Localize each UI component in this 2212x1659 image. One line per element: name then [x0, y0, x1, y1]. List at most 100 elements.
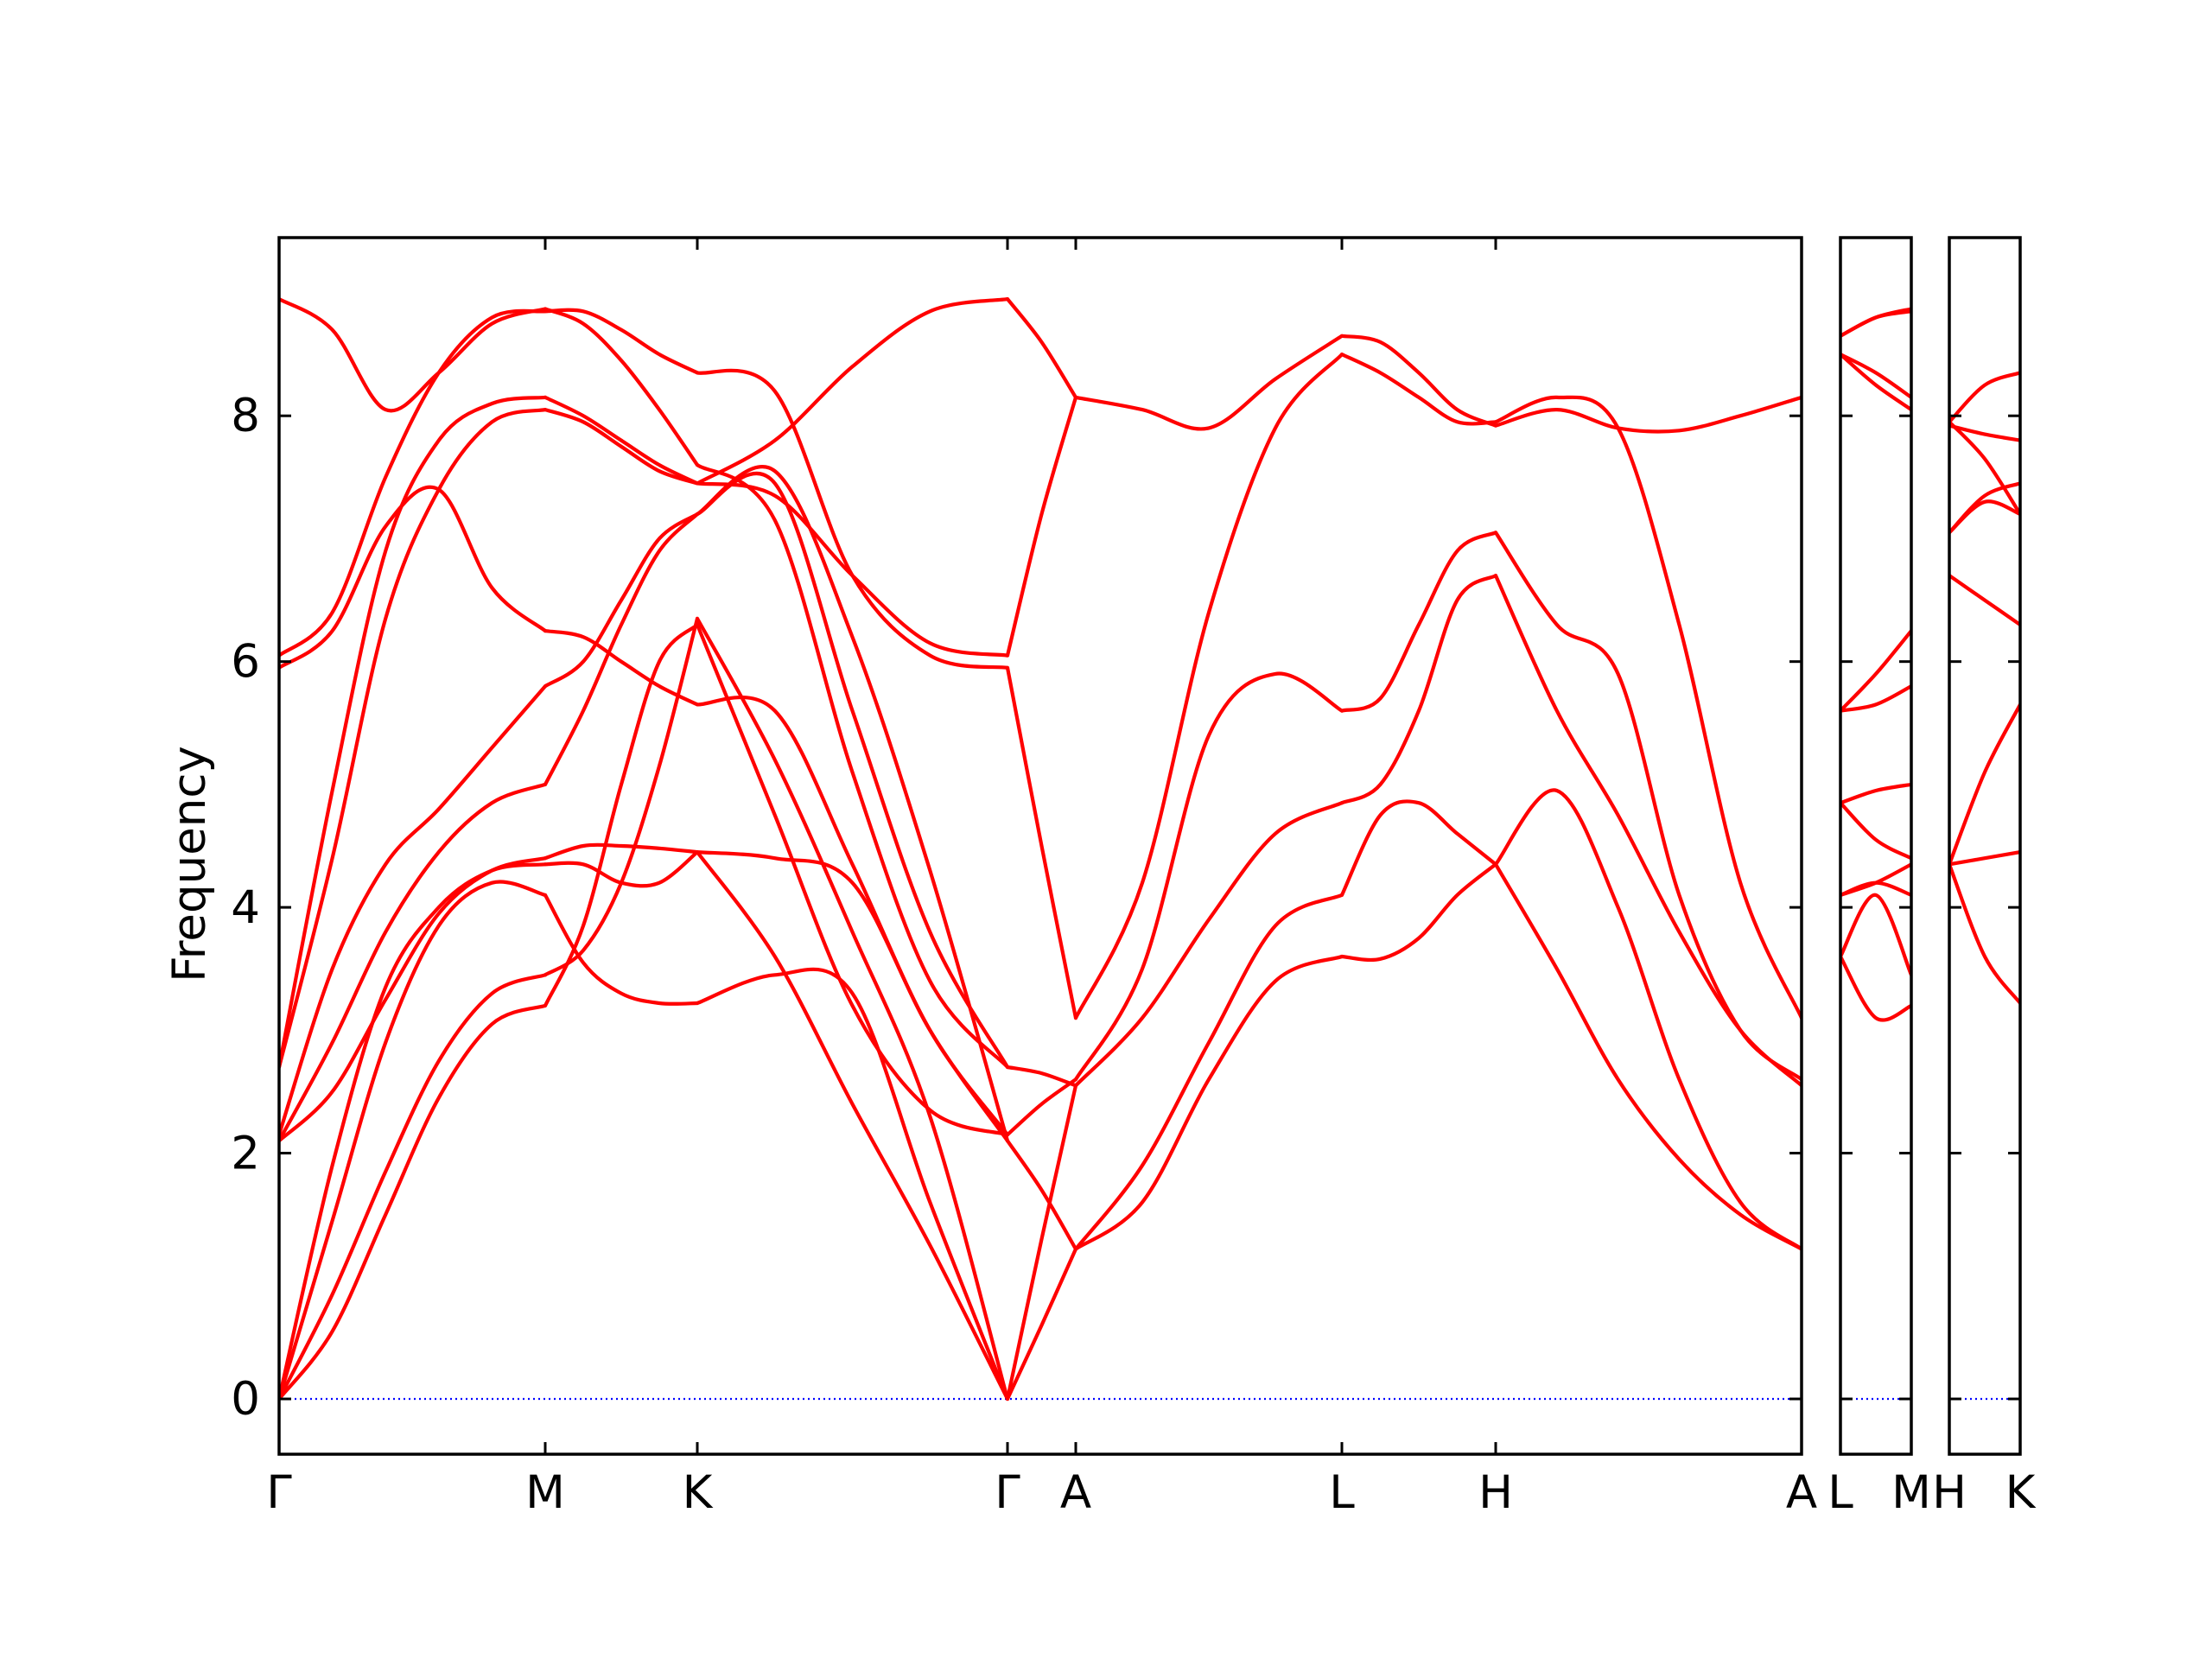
- band-line-L-M-9: [1840, 353, 1911, 412]
- band-line-M-K-12: [543, 307, 700, 467]
- x-tick-label: L: [1329, 1466, 1355, 1519]
- y-tick-label: 8: [231, 390, 260, 442]
- band-line-Γ-A-7: [1005, 395, 1078, 658]
- band-line-L-M-12: [1840, 307, 1911, 338]
- band-line-Γ-A-4: [1005, 1077, 1078, 1137]
- band-line-L-M-2: [1840, 893, 1911, 977]
- band-line-M-K-3: [543, 893, 700, 1006]
- band-line-Γ-M-10: [279, 485, 548, 670]
- band-line-H-K-6: [1949, 481, 2020, 535]
- band-line-H-K-3: [1949, 702, 2020, 867]
- x-tick-label: H: [1478, 1466, 1513, 1519]
- band-line-K-Γ-11: [695, 368, 1010, 670]
- band-line-Γ-A-1: [1005, 1247, 1078, 1402]
- band-line-L-H-5: [1339, 353, 1498, 426]
- band-line-A-L-6: [1073, 334, 1344, 431]
- band-line-H-A-1: [1493, 862, 1802, 1251]
- band-line-Γ-A-3: [1005, 1139, 1078, 1251]
- band-line-Γ-M-6: [279, 782, 548, 1143]
- band-line-H-A-3: [1493, 574, 1802, 1088]
- panel-frame: [277, 236, 1803, 1456]
- band-line-M-K-6: [543, 512, 700, 786]
- y-tick-label: 4: [231, 881, 260, 934]
- band-line-M-K-10: [543, 395, 700, 486]
- band-line-L-M-10: [1840, 353, 1911, 399]
- band-line-A-L-1: [1073, 954, 1344, 1251]
- band-line-Γ-A-6: [1005, 665, 1078, 1020]
- band-line-L-M-5: [1840, 801, 1911, 861]
- band-line-H-K-1: [1949, 862, 2020, 1006]
- band-line-M-K-1: [543, 622, 700, 1007]
- band-line-H-A-4: [1493, 531, 1802, 1082]
- band-line-L-H-2: [1339, 799, 1498, 897]
- band-line-L-M-1: [1840, 954, 1911, 1022]
- band-line-K-Γ-6: [695, 967, 1010, 1402]
- band-line-Γ-A-5: [1005, 1065, 1078, 1088]
- band-line-A-L-4: [1073, 671, 1344, 1082]
- band-line-Γ-M-11: [279, 308, 548, 658]
- band-line-Γ-M-5: [279, 856, 548, 1143]
- band-line-L-H-3: [1339, 574, 1498, 805]
- band-line-K-Γ-4: [695, 850, 1010, 1402]
- band-line-Γ-M-1: [279, 1003, 548, 1402]
- band-line-L-M-7: [1840, 684, 1911, 713]
- x-tick-label: H: [1932, 1466, 1967, 1519]
- band-line-K-Γ-3: [695, 695, 1010, 1137]
- band-line-K-Γ-8: [695, 471, 1010, 1070]
- band-line-H-K-8: [1949, 423, 2020, 442]
- band-line-H-K-4: [1949, 574, 2020, 627]
- band-curves: [279, 297, 1802, 1402]
- x-tick-label: K: [683, 1466, 714, 1519]
- band-line-A-L-2: [1073, 893, 1344, 1251]
- band-line-Γ-M-8: [279, 408, 548, 1070]
- band-line-K-Γ-10: [695, 481, 1010, 658]
- x-tick-label: M: [525, 1466, 565, 1519]
- panel-frame: [1839, 236, 1913, 1456]
- band-line-Γ-M-12: [279, 297, 548, 413]
- band-line-M-K-8: [543, 629, 700, 707]
- x-tick-label: Γ: [995, 1466, 1020, 1519]
- band-line-K-Γ-5: [695, 850, 1010, 1143]
- band-line-Γ-M-3: [279, 880, 548, 1402]
- band-line-M-K-4: [543, 850, 700, 888]
- band-line-M-K-7: [543, 512, 700, 689]
- band-line-M-K-9: [543, 408, 700, 486]
- band-line-K-Γ-12: [695, 297, 1010, 486]
- band-line-K-Γ-9: [695, 463, 1010, 1070]
- band-line-Γ-A-2: [1005, 1084, 1078, 1402]
- band-line-H-K-9: [1949, 371, 2020, 424]
- band-line-Γ-M-2: [279, 973, 548, 1402]
- band-curves: [1949, 371, 2020, 1401]
- y-tick-label: 0: [231, 1373, 260, 1426]
- band-curves: [1840, 307, 1911, 1401]
- band-line-L-H-4: [1339, 531, 1498, 713]
- y-axis-label: Frequency: [163, 746, 216, 982]
- x-tick-label: A: [1060, 1466, 1091, 1519]
- band-line-H-A-6: [1493, 395, 1802, 434]
- band-line-H-A-2: [1493, 788, 1802, 1251]
- band-line-Γ-A-8: [1005, 297, 1078, 399]
- band-line-K-Γ-1: [695, 616, 1010, 1402]
- band-line-M-K-2: [543, 616, 700, 977]
- band-line-L-H-6: [1339, 334, 1498, 428]
- band-line-H-K-2: [1949, 850, 2020, 867]
- x-tick-label: M: [1891, 1466, 1931, 1519]
- band-line-H-K-7: [1949, 420, 2020, 517]
- band-line-A-L-3: [1073, 801, 1344, 1088]
- band-line-Γ-M-9: [279, 395, 548, 1070]
- band-line-K-Γ-7: [695, 464, 1010, 1143]
- panel-frame: [1948, 236, 2022, 1456]
- y-tick-label: 6: [231, 636, 260, 689]
- x-tick-label: Γ: [266, 1466, 292, 1519]
- band-line-L-M-11: [1840, 309, 1911, 338]
- band-line-L-M-4: [1840, 862, 1911, 897]
- x-tick-label: L: [1827, 1466, 1853, 1519]
- band-line-M-K-11: [543, 308, 700, 375]
- band-line-L-M-8: [1840, 629, 1911, 713]
- band-line-L-H-1: [1339, 862, 1498, 963]
